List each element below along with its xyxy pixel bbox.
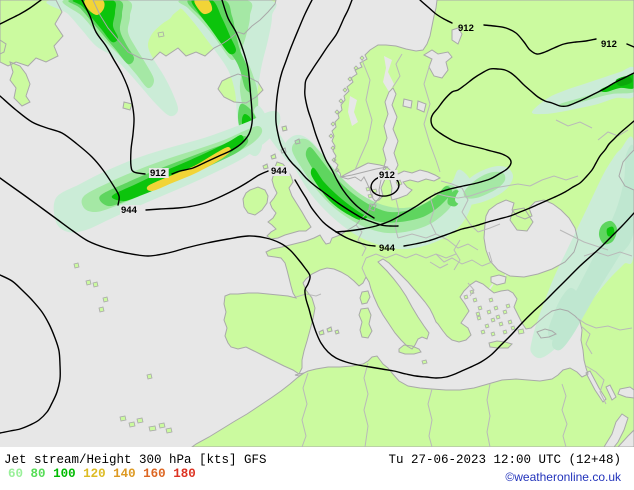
svg-text:912: 912 (150, 168, 166, 179)
svg-text:944: 944 (271, 166, 288, 177)
svg-text:944: 944 (121, 205, 138, 216)
svg-text:912: 912 (379, 170, 395, 181)
svg-text:912: 912 (601, 39, 617, 50)
svg-text:912: 912 (458, 23, 474, 34)
svg-text:944: 944 (379, 243, 396, 254)
